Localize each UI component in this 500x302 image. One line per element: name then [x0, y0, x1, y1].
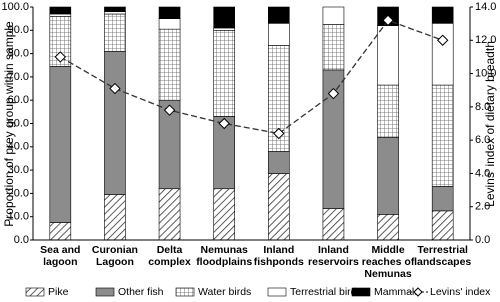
bar-segment — [377, 137, 399, 215]
bar-segment — [158, 188, 181, 241]
y-tick-label: 0.0 — [14, 234, 29, 246]
y2-tick-label: 6.0 — [475, 134, 490, 146]
y-tick-label: 40.0 — [8, 141, 29, 153]
x-tick-label: Nemunas floodplains — [196, 244, 253, 268]
y-tick-label: 100.0 — [1, 1, 29, 13]
x-tick-label: Inland reservoirs — [308, 244, 359, 268]
bar-segment — [104, 50, 126, 195]
line-marker — [273, 127, 285, 140]
legend-label: Mammals — [374, 286, 420, 298]
x-tick-label: Sea and lagoon — [40, 244, 81, 268]
bar-segment — [104, 13, 126, 52]
line-marker — [327, 87, 340, 100]
line-marker — [218, 117, 230, 130]
y2-tick-label: 4.0 — [475, 167, 490, 179]
bar-segment — [49, 222, 72, 241]
y-tick-label: 90.0 — [8, 24, 29, 36]
line-marker — [54, 51, 67, 63]
y2-tick-label: 12.0 — [475, 34, 496, 46]
y2-tick-label: 0.0 — [475, 234, 490, 246]
legend-label: Other fish — [118, 286, 164, 298]
legend-swatch — [95, 287, 115, 297]
line-marker — [163, 104, 176, 116]
bar-segment — [431, 210, 454, 241]
x-tick-label: Terrestrial landscapes — [414, 244, 472, 268]
bar-segment — [322, 208, 345, 241]
bar-segment — [322, 24, 345, 71]
y-tick-label: 10.0 — [8, 211, 29, 223]
x-tick-label: Middle reaches of Nemunas — [361, 244, 415, 280]
bar-segment — [268, 173, 290, 241]
legend-label: Terrestrial birds — [290, 286, 362, 298]
y-axis-label: Proportion of prey group within sample — [2, 21, 16, 227]
bar-segment — [49, 6, 72, 15]
legend-swatch — [351, 287, 371, 297]
x-tick-label: Delta complex — [148, 244, 191, 268]
legend-label: Levins' index — [430, 286, 491, 298]
y-tick-label: 50.0 — [8, 117, 29, 129]
bar-segment — [213, 188, 235, 241]
legend-swatch — [267, 287, 287, 297]
bar-segment — [268, 151, 290, 174]
bar-segment — [431, 23, 454, 86]
bar-segment — [158, 18, 181, 30]
bar-segment — [104, 11, 126, 15]
y-tick-label: 70.0 — [8, 71, 29, 83]
line-marker — [436, 34, 449, 46]
bar-segment — [431, 186, 454, 212]
y2-tick-label: 10.0 — [475, 67, 496, 79]
bar-segment — [268, 6, 290, 24]
legend-label: Water birds — [198, 286, 251, 298]
legend-swatch — [175, 287, 195, 297]
bar-segment — [213, 29, 235, 117]
bar-segment — [49, 13, 72, 17]
y-tick-label: 30.0 — [8, 164, 29, 176]
bar-segment — [322, 6, 345, 25]
y2-tick-label: 14.0 — [475, 1, 496, 13]
bar-segment — [431, 6, 454, 24]
y-tick-label: 60.0 — [8, 94, 29, 106]
bar-segment — [431, 84, 454, 187]
x-tick-label: Inland fishponds — [253, 244, 304, 268]
bar-segment — [377, 25, 399, 86]
bar-segment — [213, 27, 235, 31]
line-series — [59, 19, 443, 135]
legend-swatch — [25, 287, 45, 297]
bar-segment — [158, 6, 181, 19]
line-marker — [382, 14, 394, 27]
bar-segment — [158, 28, 181, 101]
legend-marker — [413, 287, 423, 297]
bar-segment — [49, 66, 72, 223]
line-marker — [109, 82, 121, 95]
y2-axis-label: Levins' index of dietary breadth — [483, 41, 497, 207]
x-tick-label: Curonian Lagoon — [91, 244, 138, 268]
y-tick-label: 20.0 — [8, 187, 29, 199]
bar-segment — [104, 6, 126, 12]
y2-tick-label: 8.0 — [475, 101, 490, 113]
y2-tick-label: 2.0 — [475, 201, 490, 213]
y-tick-label: 80.0 — [8, 48, 29, 60]
bar-segment — [268, 23, 290, 46]
legend-label: Pike — [48, 286, 69, 298]
bar-segment — [377, 84, 399, 138]
bar-segment — [213, 6, 235, 29]
bar-segment — [104, 194, 126, 241]
bar-segment — [377, 214, 399, 241]
